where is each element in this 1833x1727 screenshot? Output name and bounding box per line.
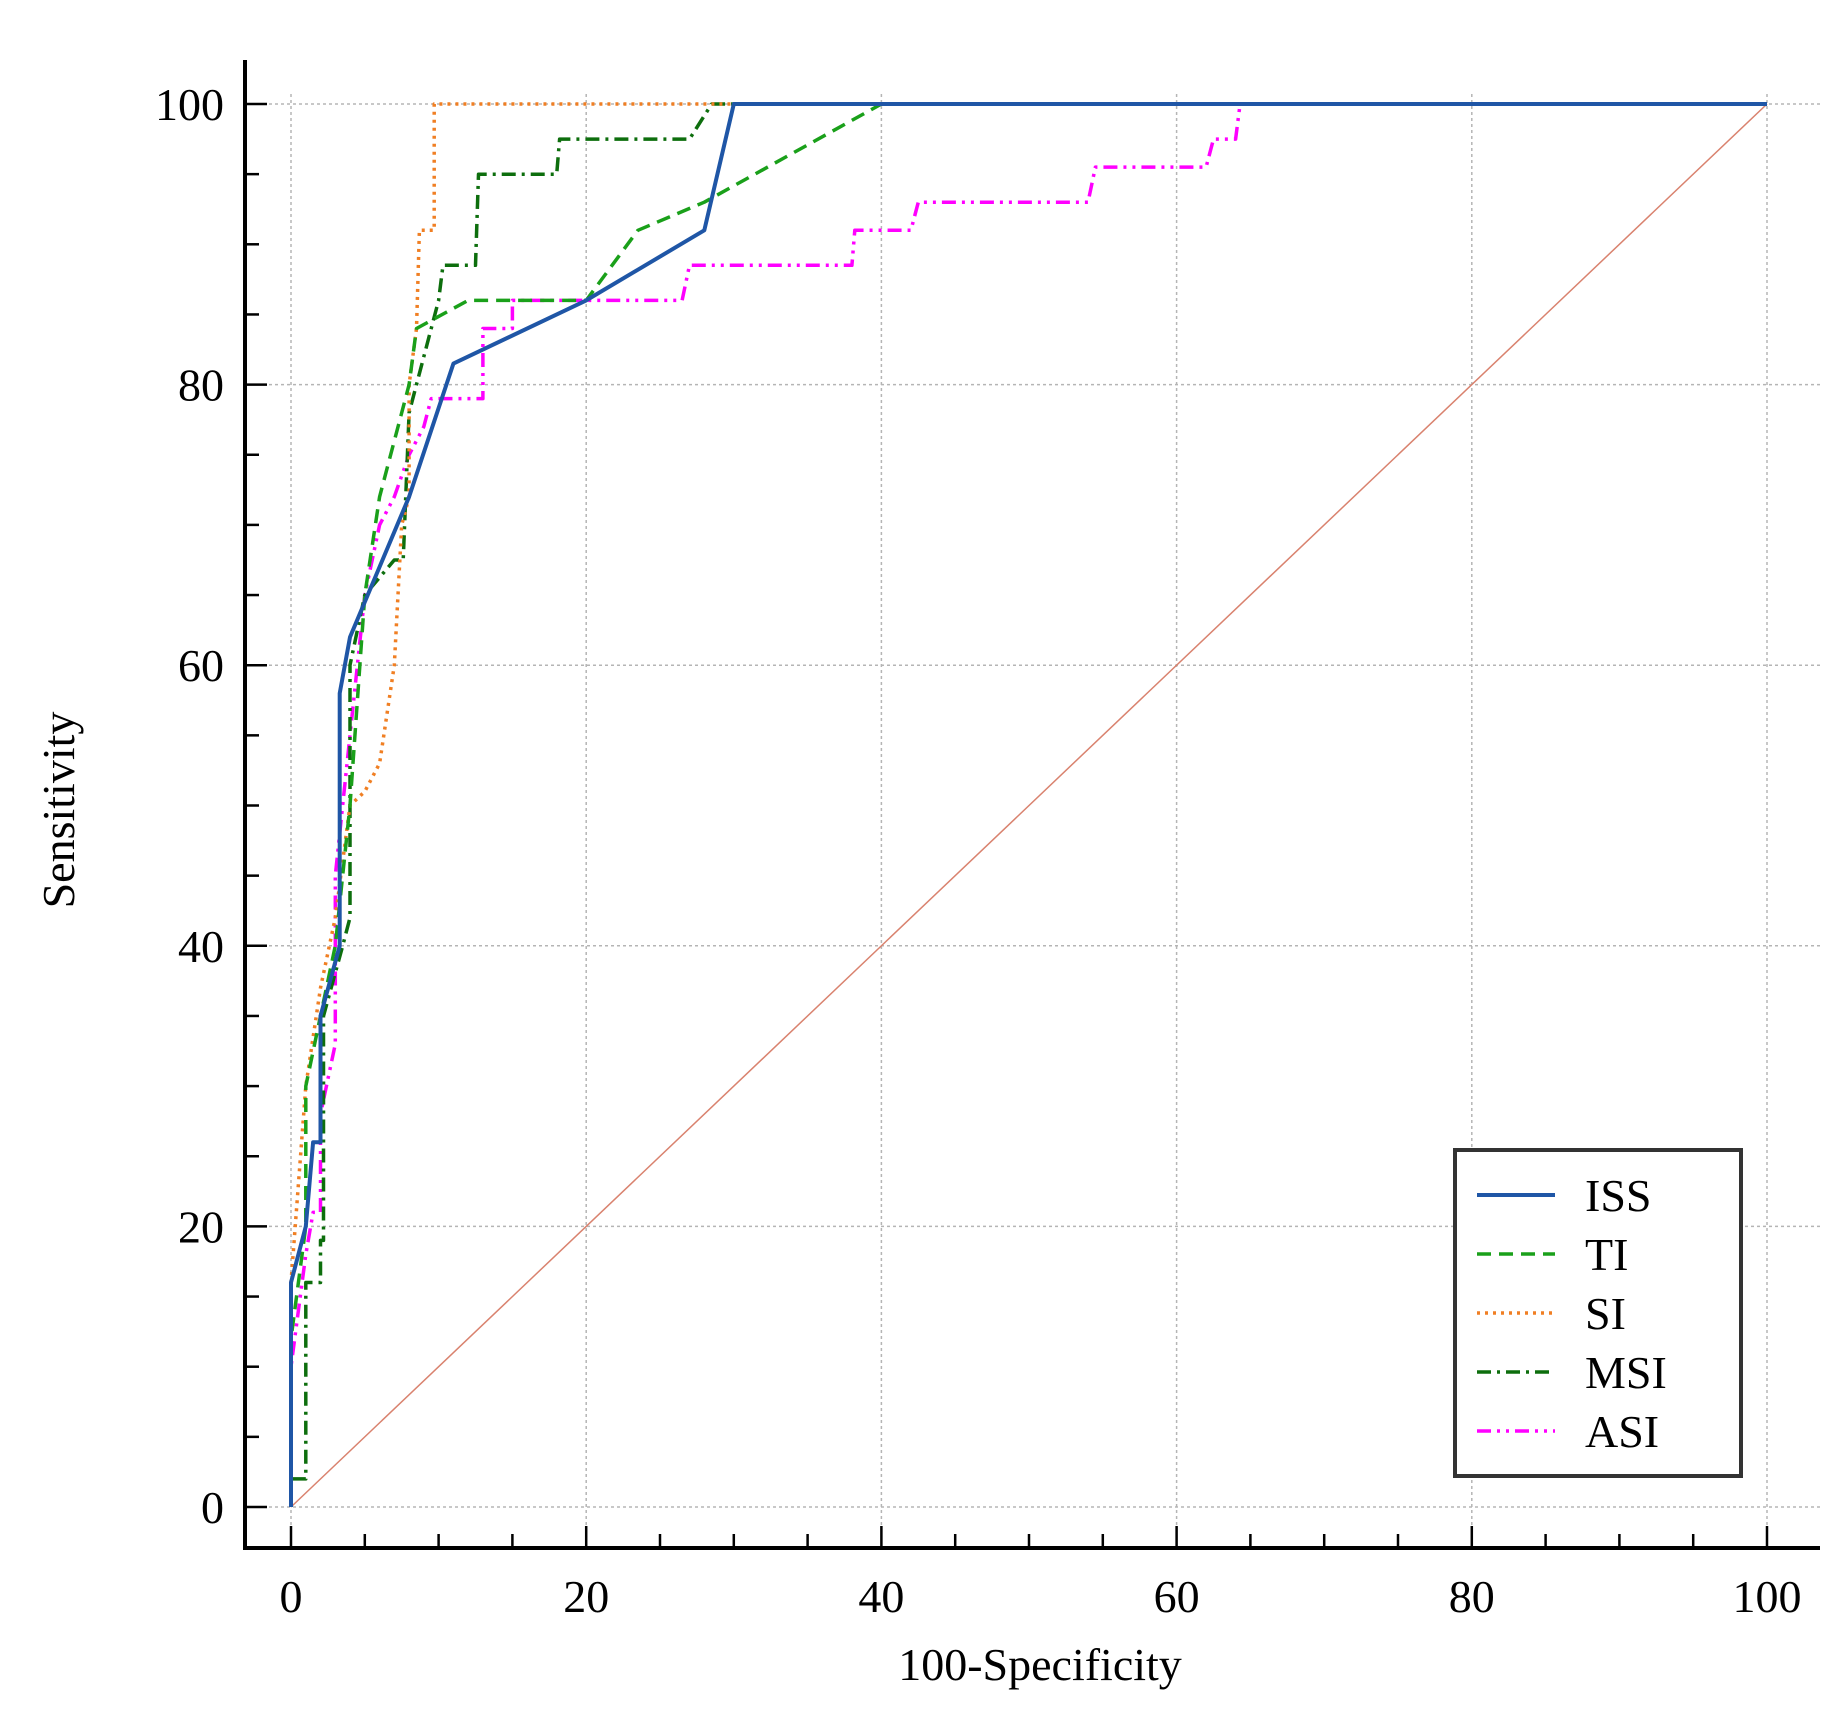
legend: ISS TI SI MSI ASI: [1453, 1148, 1743, 1478]
x-tick-label: 20: [563, 1571, 609, 1622]
x-tick-label: 100: [1733, 1571, 1802, 1622]
x-tick-label: 60: [1154, 1571, 1200, 1622]
y-tick-label: 20: [178, 1201, 224, 1252]
y-tick-label: 100: [155, 79, 224, 130]
series-line-ti: [289, 102, 1767, 1507]
reference-line-layer: [290, 103, 1768, 1508]
tick-labels: 0 20 40 60 80 100 0 20 40 60 80 100: [155, 79, 1802, 1622]
axes: [243, 60, 1820, 1550]
y-tick-label: 60: [178, 640, 224, 691]
y-tick-label: 0: [201, 1482, 224, 1533]
legend-label-asi: ASI: [1585, 1406, 1659, 1457]
series-line-msi: [289, 102, 1767, 1507]
legend-label-si: SI: [1585, 1288, 1626, 1339]
series-line-iss: [289, 102, 1767, 1507]
legend-label-iss: ISS: [1585, 1170, 1651, 1221]
minor-ticks: [245, 102, 1769, 1548]
y-tick-label: 40: [178, 921, 224, 972]
series-line-asi: [289, 102, 1767, 1507]
legend-label-msi: MSI: [1585, 1347, 1667, 1398]
y-axis-title: Sensitivity: [33, 712, 84, 909]
legend-label-ti: TI: [1585, 1229, 1628, 1280]
series-line-si: [289, 102, 1767, 1507]
reference-diagonal-line: [290, 103, 1768, 1508]
x-tick-label: 0: [280, 1571, 303, 1622]
x-tick-label: 80: [1449, 1571, 1495, 1622]
y-tick-label: 80: [178, 360, 224, 411]
x-tick-label: 40: [858, 1571, 904, 1622]
series-layer: [289, 102, 1767, 1507]
legend-items: ISS TI SI MSI ASI: [1477, 1170, 1667, 1457]
x-axis-title: 100-Specificity: [898, 1639, 1182, 1690]
